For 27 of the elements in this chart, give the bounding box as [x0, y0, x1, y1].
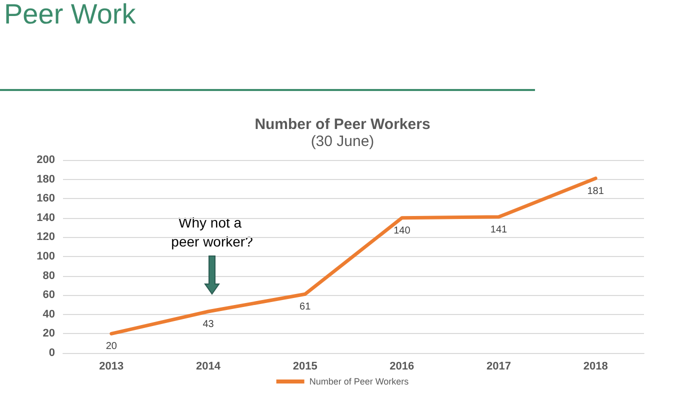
y-tick-label: 0: [48, 347, 55, 359]
y-tick-label: 120: [36, 231, 55, 244]
y-tick-label: 140: [36, 212, 55, 224]
chart-title: Number of Peer Workers: [254, 116, 430, 133]
x-tick-label: 2014: [196, 360, 222, 372]
data-label: 181: [587, 186, 604, 197]
data-label: 61: [300, 302, 312, 313]
chart-subtitle: (30 June): [310, 133, 374, 150]
y-tick-label: 40: [42, 308, 55, 320]
y-tick-label: 20: [42, 328, 55, 340]
data-label: 43: [202, 319, 214, 330]
y-tick-label: 60: [42, 289, 55, 302]
x-tick-label: 2017: [486, 360, 511, 372]
data-label: 141: [490, 224, 508, 236]
data-label: 140: [394, 225, 411, 236]
y-tick-label: 160: [36, 192, 55, 205]
x-tick-label: 2015: [292, 360, 318, 372]
x-tick-label: 2013: [99, 360, 124, 372]
x-tick-label: 2016: [390, 360, 414, 372]
y-tick-label: 180: [36, 173, 55, 186]
text: Peer Work: [4, 0, 137, 30]
x-tick-label: 2018: [583, 360, 608, 372]
y-tick-label: 100: [36, 250, 55, 262]
legend-label: Number of Peer Workers: [309, 376, 410, 386]
data-label: 20: [106, 341, 118, 352]
y-tick-label: 80: [42, 270, 55, 282]
y-tick-label: 200: [36, 154, 55, 166]
